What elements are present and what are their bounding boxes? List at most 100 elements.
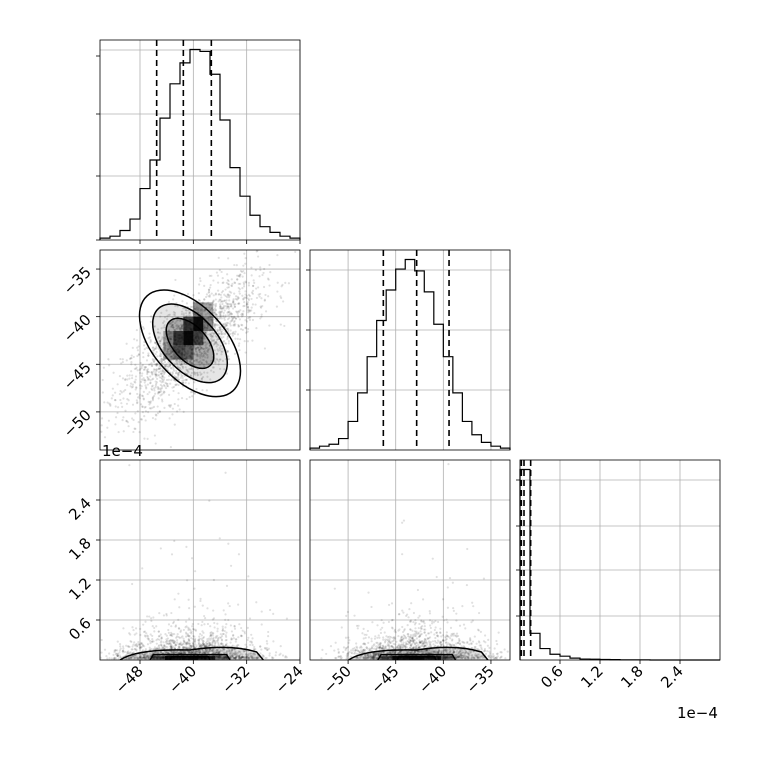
scatter-xy-point (203, 338, 206, 341)
scatter-xz-point (134, 647, 137, 650)
scatter-xz-point (274, 654, 277, 657)
scatter-xy-point (189, 367, 192, 371)
scatter-xy-point (120, 391, 123, 394)
scatter-xy-point (133, 367, 136, 371)
scatter-xy-point (222, 314, 225, 317)
scatter-xy-point (144, 379, 147, 382)
scatter-xy-point (206, 312, 209, 315)
scatter-xy-point (163, 324, 166, 327)
scatter-xy-point (129, 392, 132, 395)
scatter-xz-point (272, 640, 275, 643)
scatter-xy-point (158, 410, 161, 413)
scatter-xy-point (139, 384, 142, 387)
scatter-xy-point (232, 300, 235, 303)
scatter-xy-point (125, 402, 129, 405)
scatter-xy-point (142, 325, 145, 329)
scatter-xy-point (171, 320, 174, 324)
scatter-xy-point (174, 304, 177, 308)
scatter-xy-point (92, 405, 94, 407)
scatter-xz-point (223, 651, 226, 654)
scatter-xy-point (244, 319, 247, 322)
scatter-xy-point (210, 318, 213, 322)
scatter-xz-point (250, 641, 253, 644)
scatter-xy-point (136, 401, 139, 404)
scatter-xy-point (194, 349, 197, 352)
scatter-yz-point (381, 626, 384, 629)
scatter-xz-point (178, 643, 181, 646)
scatter-xy-point (198, 277, 202, 280)
scatter-xy-point (181, 376, 184, 380)
scatter-xy-point (225, 328, 228, 331)
scatter-xz-point (131, 582, 134, 586)
scatter-xy-point (231, 319, 234, 322)
scatter-xy-point (184, 357, 187, 361)
scatter-xy-point (205, 302, 208, 305)
scatter-xy-point (236, 278, 239, 281)
scatter-xz-point (233, 624, 236, 628)
scatter-xy-point (236, 278, 239, 281)
scatter-xz-point (180, 644, 183, 647)
scatter-xy-point (236, 314, 240, 317)
scatter-xy-point (203, 298, 206, 301)
scatter-xz-point (221, 644, 224, 647)
scatter-xz-point (193, 605, 196, 608)
scatter-xy-point (179, 327, 182, 330)
scatter-xy-point (238, 342, 241, 345)
scatter-xz-point (229, 564, 233, 567)
scatter-xy-point (116, 411, 119, 415)
scatter-xy-point (279, 295, 282, 298)
scatter-xy-point (160, 357, 163, 361)
scatter-xy-point (259, 268, 262, 272)
scatter-xy-point (233, 352, 237, 355)
scatter-xy-point (190, 353, 193, 356)
scatter-xy-point (204, 341, 207, 344)
scatter-xy-point (143, 340, 146, 344)
scatter-xz-point (143, 630, 147, 633)
scatter-xy-point (211, 366, 214, 369)
scatter-xz-point (194, 637, 197, 641)
scatter-xy-point (147, 370, 151, 374)
scatter-xy-point (227, 293, 230, 296)
scatter-xy-point (214, 304, 217, 307)
scatter-xy-point (160, 387, 164, 390)
scatter-xy-point (191, 352, 194, 356)
scatter-xz-point (141, 643, 145, 646)
scatter-xy-point (215, 341, 218, 344)
scatter-xz-point (159, 547, 162, 550)
scatter-xy-point (181, 381, 185, 384)
scatter-xy-point (156, 392, 160, 395)
scatter-xy-point (143, 406, 146, 409)
scatter-xy-point (152, 395, 155, 399)
scatter-xy-point (261, 304, 264, 308)
scatter-xy-point (246, 305, 249, 309)
scatter-xz-point (210, 649, 214, 652)
scatter-xy-point (165, 365, 168, 368)
scatter-xy-point (230, 284, 233, 287)
scatter-xy-point (185, 309, 188, 312)
scatter-xy-point (135, 386, 138, 389)
scatter-xy-point (179, 363, 182, 366)
scatter-xy-point (217, 300, 220, 303)
scatter-yz-point (362, 637, 365, 640)
scatter-xy-point (169, 358, 172, 361)
scatter-xz-point (274, 651, 278, 654)
scatter-xy-point (170, 337, 173, 341)
scatter-xz-point (263, 646, 267, 650)
scatter-xy-point (199, 279, 202, 283)
scatter-xy-point (159, 352, 162, 355)
scatter-xy-point (209, 328, 213, 332)
scatter-xy-point (132, 418, 135, 422)
scatter-xz-point (259, 652, 262, 655)
scatter-xy-point (197, 361, 200, 364)
scatter-yz-point (429, 624, 432, 627)
scatter-xy-point (126, 398, 129, 401)
scatter-xy-point (179, 376, 182, 379)
scatter-xy-point (163, 342, 166, 345)
scatter-xz-point (121, 645, 125, 648)
scatter-yz-point (367, 641, 370, 644)
scatter-xy-point (231, 307, 235, 310)
scatter-xy-point (187, 309, 190, 312)
scatter-xy-point (233, 263, 236, 267)
scatter-yz-point (390, 602, 394, 605)
scatter-xz-point (229, 624, 232, 627)
